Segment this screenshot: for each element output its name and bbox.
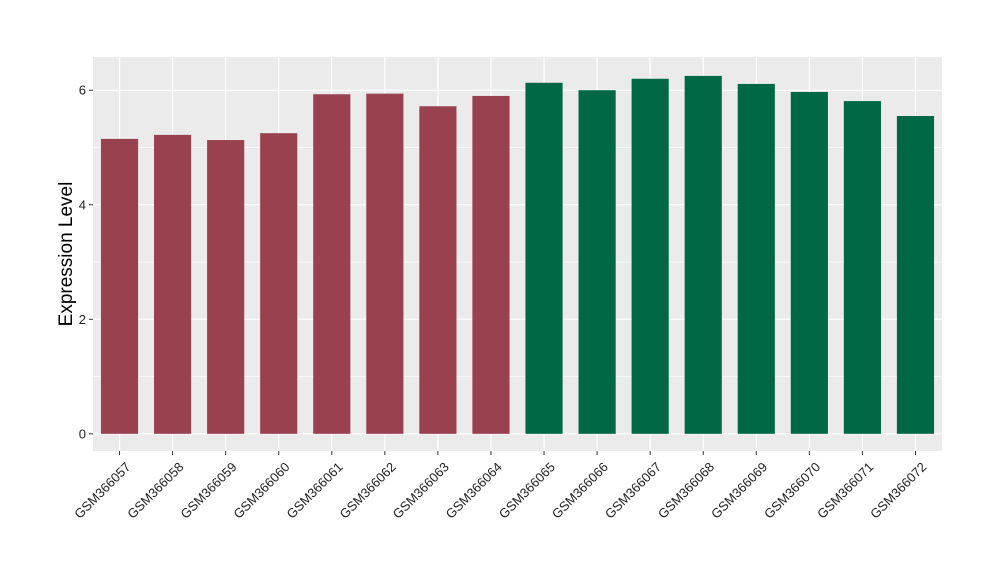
y-tick-label: 2 xyxy=(79,312,86,327)
x-tick-label: GSM366072 xyxy=(867,459,929,521)
x-tick-label: GSM366060 xyxy=(230,459,292,521)
x-tick-label: GSM366062 xyxy=(337,459,399,521)
bar-GSM366070 xyxy=(790,91,828,434)
x-tick-label: GSM366063 xyxy=(390,459,452,521)
bar-GSM366067 xyxy=(631,78,669,434)
x-tick-label: GSM366068 xyxy=(655,459,717,521)
y-tick-label: 6 xyxy=(79,83,86,98)
x-tick-label: GSM366059 xyxy=(177,459,239,521)
bar-GSM366060 xyxy=(260,133,298,434)
x-tick-label: GSM366058 xyxy=(124,459,186,521)
y-axis-title: Expression Level xyxy=(56,182,77,327)
bar-GSM366063 xyxy=(419,106,457,434)
bar-GSM366066 xyxy=(578,90,616,434)
y-tick-label: 0 xyxy=(79,426,86,441)
x-tick-label: GSM366061 xyxy=(283,459,345,521)
bar-GSM366059 xyxy=(207,140,245,434)
bar-series xyxy=(100,75,935,434)
x-tick-label: GSM366066 xyxy=(549,459,611,521)
bar-GSM366068 xyxy=(684,75,722,434)
x-tick-label: GSM366064 xyxy=(443,459,505,521)
bar-GSM366057 xyxy=(100,138,139,434)
bar-GSM366065 xyxy=(525,82,563,434)
x-tick-label: GSM366071 xyxy=(814,459,876,521)
bar-GSM366064 xyxy=(472,95,510,434)
x-tick-label: GSM366057 xyxy=(71,459,133,521)
x-axis: GSM366057GSM366058GSM366059GSM366060GSM3… xyxy=(71,451,929,522)
bar-GSM366072 xyxy=(896,115,935,434)
x-tick-label: GSM366067 xyxy=(602,459,664,521)
bar-GSM366071 xyxy=(843,101,881,434)
x-tick-label: GSM366065 xyxy=(496,459,558,521)
x-tick-label: GSM366069 xyxy=(708,459,770,521)
x-tick-label: GSM366070 xyxy=(761,459,823,521)
y-axis: 0 2 4 6 xyxy=(79,83,93,441)
bar-GSM366062 xyxy=(366,93,404,434)
bar-GSM366061 xyxy=(313,94,351,434)
bar-GSM366069 xyxy=(737,83,775,434)
bar-GSM366058 xyxy=(154,134,192,434)
y-tick-label: 4 xyxy=(79,197,86,212)
